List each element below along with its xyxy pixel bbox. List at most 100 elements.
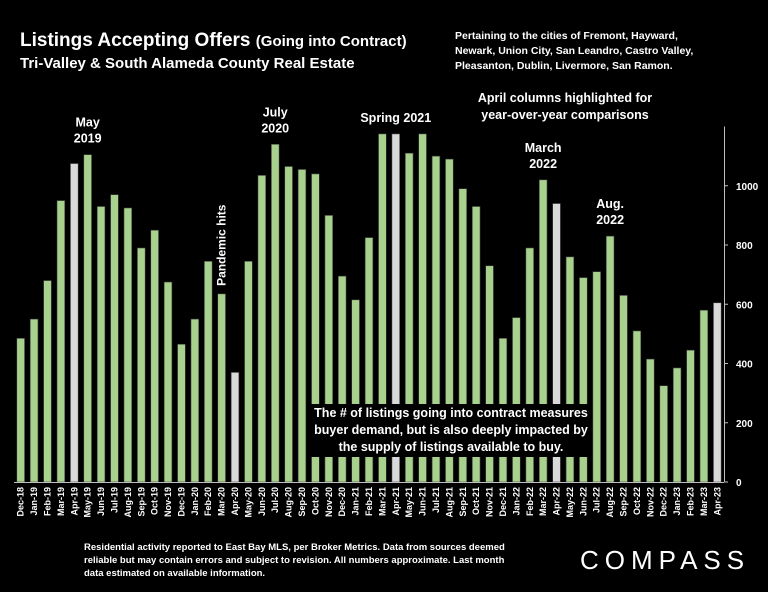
title-sub: (Going into Contract): [255, 33, 407, 50]
annotation-label: May: [76, 116, 100, 130]
x-tick-label: Mar-22: [538, 487, 548, 516]
bar-aug-20: [284, 166, 293, 483]
x-tick-label: Feb-19: [42, 487, 52, 516]
x-tick-label: Jun-19: [96, 487, 106, 516]
x-tick-label: Mar-19: [56, 487, 66, 516]
bar-mar-23: [699, 309, 709, 483]
compass-logo: COMPASS: [580, 545, 751, 575]
x-tick-label: Jun-21: [418, 487, 428, 516]
x-tick-label: Jul-22: [592, 487, 602, 513]
bar-sep-22: [619, 295, 628, 483]
x-tick-label: Nov-19: [163, 487, 173, 517]
x-tick-label: Jul-19: [109, 487, 119, 513]
bar-apr-20: [230, 372, 240, 483]
x-tick-label: Jan-21: [351, 487, 361, 516]
x-tick-label: Apr-19: [69, 487, 79, 516]
x-tick-label: Dec-20: [337, 487, 347, 517]
annotation-label: Pandemic hits: [215, 204, 229, 286]
x-tick-label: Oct-22: [632, 487, 642, 515]
x-tick-label: Jun-22: [578, 487, 588, 516]
y-tick-label: 400: [736, 360, 753, 371]
bar-jul-20: [271, 143, 280, 483]
x-tick-label: May-20: [243, 487, 253, 518]
x-tick-label: Oct-21: [471, 487, 481, 515]
x-tick-label: Feb-20: [203, 487, 213, 516]
x-tick-label: Nov-21: [485, 487, 495, 517]
x-tick-label: Nov-20: [324, 487, 334, 517]
callout-box: The # of listings going into contract me…: [310, 404, 592, 457]
annotation-label: 2020: [261, 121, 289, 135]
bar-jan-22: [512, 317, 521, 483]
annotation-label: Spring 2021: [360, 111, 431, 125]
bar-jul-19: [110, 194, 119, 483]
x-tick-label: Jan-20: [190, 487, 200, 516]
x-tick-label: Jan-22: [511, 487, 521, 516]
x-tick-label: Sep-22: [619, 487, 629, 517]
cities-note: Pertaining to the cities of Fremont, Hay…: [455, 30, 694, 72]
x-tick-label: Aug-22: [605, 487, 615, 518]
title-main: Listings Accepting Offers: [20, 30, 251, 51]
bar-mar-19: [56, 200, 66, 483]
bar-nov-22: [646, 358, 655, 483]
bar-oct-22: [632, 330, 642, 483]
bar-dec-22: [659, 385, 668, 483]
x-tick-label: Dec-18: [16, 487, 26, 517]
x-tick-label: May-22: [565, 487, 575, 518]
annotation-label: March: [525, 141, 562, 155]
y-tick-label: 800: [736, 241, 753, 252]
x-tick-label: Feb-21: [364, 487, 374, 516]
x-tick-label: Feb-22: [525, 487, 535, 516]
bar-jan-19: [29, 318, 39, 483]
x-tick-label: Feb-23: [686, 487, 696, 516]
chart-title: Listings Accepting Offers (Going into Co…: [20, 30, 407, 52]
annotation-label: 2022: [596, 213, 624, 227]
x-tick-label: Apr-21: [391, 487, 401, 516]
x-tick-label: Apr-20: [230, 487, 240, 516]
x-tick-label: Aug-21: [444, 487, 454, 518]
x-tick-label: Dec-22: [659, 487, 669, 517]
x-tick-label: Aug-19: [123, 487, 133, 518]
chart-subtitle: Tri-Valley & South Alameda County Real E…: [20, 55, 355, 72]
bar-jun-19: [96, 206, 106, 483]
bar-nov-19: [163, 281, 173, 483]
bar-sep-20: [297, 169, 307, 483]
x-tick-label: May-21: [404, 487, 414, 518]
x-tick-label: May-19: [83, 487, 93, 518]
annotation-label: July: [263, 105, 288, 119]
april-note: April columns highlighted for year-over-…: [477, 91, 653, 122]
bar-oct-19: [150, 229, 159, 483]
x-tick-label: Mar-20: [217, 487, 227, 516]
x-tick-label: Mar-23: [699, 487, 709, 516]
x-tick-label: Sep-20: [297, 487, 307, 517]
bar-dec-19: [177, 343, 186, 483]
x-tick-label: Apr-23: [712, 487, 722, 516]
bar-apr-19: [70, 163, 79, 483]
x-tick-label: Dec-21: [498, 487, 508, 517]
bar-feb-20: [204, 260, 213, 483]
annotation-label: 2022: [529, 157, 557, 171]
x-tick-label: Dec-19: [176, 487, 186, 517]
bar-aug-19: [123, 207, 133, 483]
y-tick-label: 0: [736, 478, 742, 489]
bar-may-19: [83, 154, 92, 483]
bar-sep-19: [137, 247, 146, 483]
x-tick-label: Mar-21: [377, 487, 387, 516]
x-tick-label: Aug-20: [284, 487, 294, 518]
y-tick-label: 600: [736, 300, 753, 311]
x-tick-label: Nov-22: [645, 487, 655, 517]
annotation-label: Aug.: [596, 197, 624, 211]
x-tick-label: Jan-23: [672, 487, 682, 516]
bar-aug-22: [605, 235, 615, 483]
bar-jul-22: [592, 271, 601, 483]
x-tick-label: Oct-19: [150, 487, 160, 515]
x-tick-label: Jul-20: [270, 487, 280, 513]
bar-may-20: [244, 260, 253, 483]
footnote: Residential activity reported to East Ba…: [84, 542, 505, 579]
bar-jun-20: [257, 175, 267, 483]
bar-mar-20: [217, 293, 226, 483]
x-tick-label: Jun-20: [257, 487, 267, 516]
bar-dec-18: [16, 338, 25, 483]
x-tick-label: Apr-22: [552, 487, 562, 516]
x-tick-label: Oct-20: [310, 487, 320, 515]
